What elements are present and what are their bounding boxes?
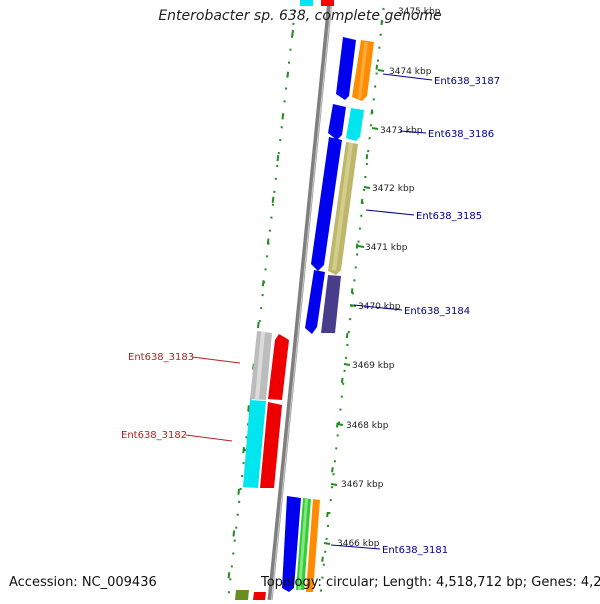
gene-label-ent638-3181[interactable]: Ent638_3181 [382,545,448,556]
gene-arrow-forward[interactable] [321,275,341,333]
gene-label-ent638-3185[interactable]: Ent638_3185 [416,211,482,222]
gene-arrow-reverse[interactable] [268,334,289,400]
genome-title: Enterobacter sp. 638, complete genome [158,8,442,24]
scale-label-3475: 3475 kbp [398,7,441,17]
gene-label-leaders [185,73,433,550]
gene-ent638-3181-region[interactable] [282,496,320,592]
accession-text: Accession: NC_009436 [9,575,157,590]
gc-content-track [225,0,386,601]
scale-label-3472: 3472 kbp [372,184,415,194]
scale-ticks [323,69,385,545]
gene-arrow-forward[interactable] [306,499,320,592]
gene-arrow-reverse[interactable] [243,400,266,488]
gene-ent638-3184-region[interactable] [305,270,341,334]
gene-label-ent638-3184[interactable]: Ent638_3184 [404,306,470,317]
gene-arrow-forward[interactable] [282,496,301,592]
genome-summary-text: Topology: circular; Length: 4,518,712 bp… [261,575,600,590]
gene-ent638-3187-region[interactable] [336,37,374,101]
scale-label-3471: 3471 kbp [365,243,408,253]
gene-ent638-3182-region[interactable] [243,400,282,488]
gene-arrow-forward[interactable] [305,270,325,334]
gene-ent638-3185-region[interactable] [311,137,358,275]
gene-bottom-partial[interactable] [235,590,266,600]
gc-long-ticks-left [225,29,294,601]
gene-top-partial[interactable] [300,0,334,6]
gene-ent638-3186-region[interactable] [328,104,364,141]
gene-arrow-reverse[interactable] [260,402,282,488]
scale-label-3474: 3474 kbp [389,67,432,77]
gc-outer-right-track [319,0,386,601]
gene-label-ent638-3182[interactable]: Ent638_3182 [121,430,187,441]
scale-label-3466: 3466 kbp [337,539,380,549]
scale-label-3468: 3468 kbp [346,421,389,431]
gene-arrow-forward[interactable] [336,37,356,100]
genome-backbone [267,0,333,601]
gene-labels: Ent638_3187 Ent638_3186 Ent638_3185 Ent6… [121,76,500,556]
scale-labels: 3475 kbp 3474 kbp 3473 kbp 3472 kbp 3471… [337,7,441,549]
gene-arrow-forward[interactable] [311,137,342,271]
gc-left-track [227,9,296,601]
gene-label-ent638-3186[interactable]: Ent638_3186 [428,129,494,140]
gene-arrow-forward[interactable] [346,108,364,141]
gene-ent638-3183-region[interactable] [250,331,289,400]
gene-label-ent638-3183[interactable]: Ent638_3183 [128,352,194,363]
scale-label-3470: 3470 kbp [358,302,401,312]
scale-label-3467: 3467 kbp [341,480,384,490]
gene-arrow-forward[interactable] [328,104,346,140]
gene-label-ent638-3187[interactable]: Ent638_3187 [434,76,500,87]
scale-label-3469: 3469 kbp [352,361,395,371]
